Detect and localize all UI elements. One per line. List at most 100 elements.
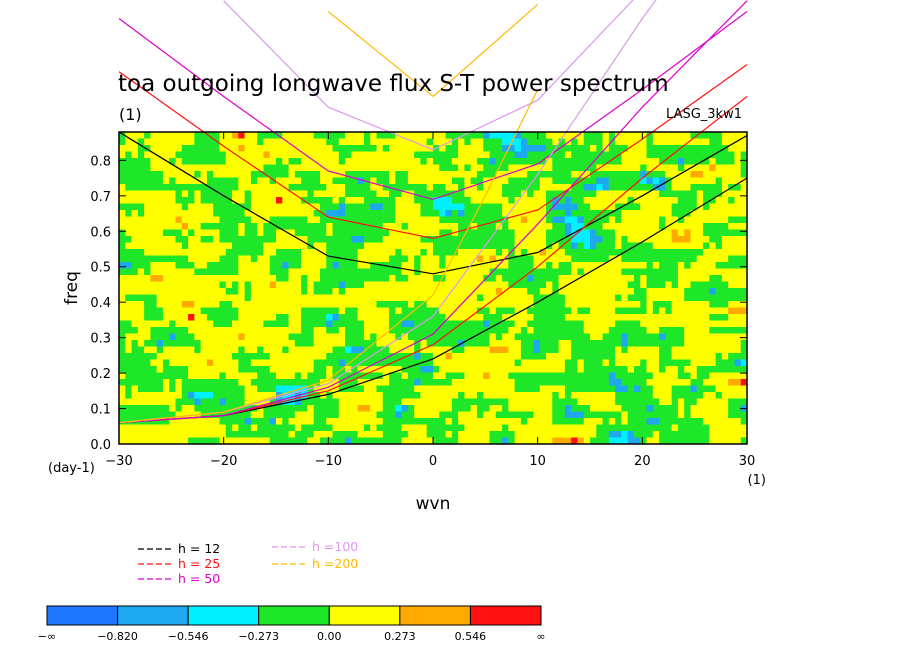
field-cell: [715, 340, 723, 348]
field-cell: [721, 333, 729, 341]
field-cell: [307, 236, 315, 244]
field-cell: [119, 151, 126, 159]
field-cell: [734, 418, 742, 426]
field-cell: [596, 327, 604, 335]
field-cell: [464, 281, 472, 289]
field-cell: [407, 405, 415, 413]
field-cell: [508, 320, 516, 328]
field-cell: [169, 353, 177, 361]
field-cell: [564, 184, 572, 192]
field-cell: [407, 132, 415, 140]
field-cell: [137, 346, 145, 354]
field-cell: [301, 190, 308, 198]
field-cell: [659, 320, 666, 328]
field-cell: [502, 203, 509, 211]
field-cell: [483, 359, 491, 367]
field-cell: [282, 229, 290, 237]
field-cell: [520, 340, 528, 348]
field-cell: [244, 418, 252, 426]
field-cell: [144, 437, 151, 444]
field-cell: [696, 346, 704, 354]
field-cell: [671, 372, 679, 380]
field-cell: [389, 190, 396, 198]
field-cell: [162, 366, 170, 374]
field-cell: [590, 431, 597, 439]
field-cell: [137, 177, 145, 185]
field-cell: [294, 405, 302, 413]
x-tick-label: 30: [739, 454, 756, 469]
field-cell: [150, 132, 158, 140]
field-cell: [175, 275, 183, 283]
field-cell: [395, 236, 403, 244]
field-cell: [250, 294, 258, 302]
field-cell: [338, 236, 346, 244]
field-cell: [640, 197, 648, 205]
field-cell: [162, 333, 170, 341]
field-cell: [508, 281, 516, 289]
field-cell: [169, 327, 177, 335]
field-cell: [414, 132, 422, 140]
x-tick-label: −30: [105, 454, 132, 469]
field-cell: [533, 132, 541, 140]
field-cell: [250, 385, 258, 393]
field-cell: [307, 190, 315, 198]
field-cell: [301, 379, 308, 387]
field-cell: [332, 268, 340, 276]
field-cell: [370, 171, 378, 179]
field-cell: [646, 171, 654, 179]
field-cell: [169, 340, 177, 348]
field-cell: [401, 151, 409, 159]
field-cell: [395, 255, 403, 263]
field-cell: [659, 158, 666, 166]
field-cell: [709, 431, 717, 439]
field-cell: [225, 203, 233, 211]
field-cell: [125, 158, 133, 166]
field-cell: [269, 301, 277, 309]
field-cell: [458, 398, 465, 406]
field-cell: [451, 288, 459, 296]
field-cell: [181, 190, 189, 198]
field-cell: [533, 229, 541, 237]
field-cell: [514, 327, 522, 335]
field-cell: [564, 398, 572, 406]
field-cell: [640, 327, 648, 335]
field-cell: [169, 294, 177, 302]
field-cell: [458, 431, 465, 439]
field-cell: [583, 275, 591, 283]
field-cell: [539, 398, 547, 406]
field-cell: [175, 171, 183, 179]
field-cell: [627, 216, 635, 224]
field-cell: [677, 366, 685, 374]
field-cell: [458, 307, 465, 315]
field-cell: [646, 210, 654, 218]
field-cell: [307, 275, 315, 283]
field-cell: [703, 197, 710, 205]
field-cell: [451, 268, 459, 276]
field-cell: [313, 255, 321, 263]
field-cell: [690, 333, 698, 341]
field-cell: [263, 236, 271, 244]
field-cell: [552, 392, 560, 400]
field-cell: [740, 229, 747, 237]
field-cell: [376, 327, 384, 335]
field-cell: [508, 132, 516, 140]
field-cell: [684, 327, 692, 335]
field-cell: [162, 190, 170, 198]
field-cell: [175, 203, 183, 211]
field-cell: [640, 203, 648, 211]
field-cell: [238, 437, 246, 444]
field-cell: [250, 288, 258, 296]
field-cell: [213, 314, 221, 322]
field-cell: [703, 405, 710, 413]
field-cell: [690, 405, 698, 413]
field-cell: [571, 249, 579, 257]
field-cell: [232, 392, 239, 400]
field-cell: [169, 405, 177, 413]
field-cell: [514, 411, 522, 419]
field-cell: [250, 249, 258, 257]
field-cell: [351, 223, 359, 231]
field-cell: [225, 320, 233, 328]
field-cell: [119, 164, 126, 172]
field-cell: [250, 327, 258, 335]
field-cell: [131, 346, 139, 354]
